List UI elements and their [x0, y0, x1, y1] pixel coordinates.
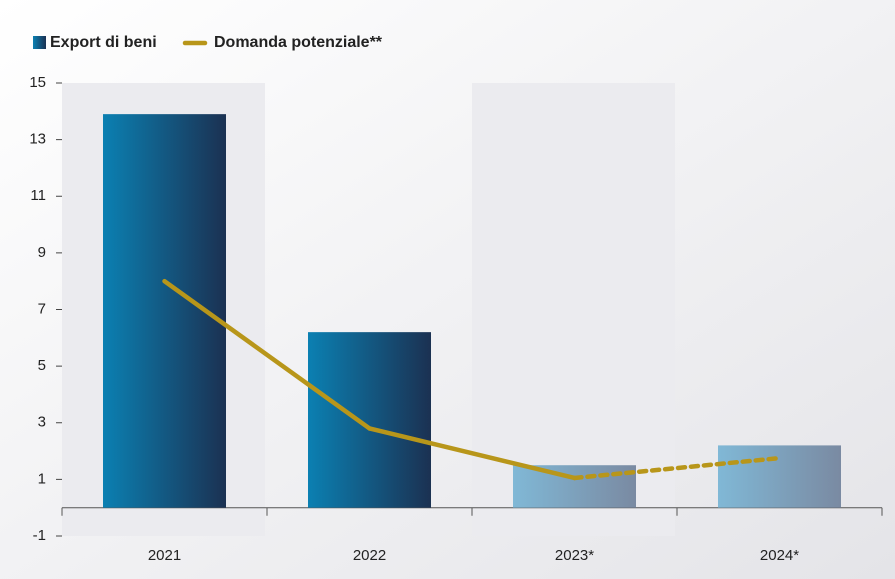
- y-tick-label: 7: [38, 300, 46, 317]
- line-segment: [367, 426, 577, 481]
- y-tick-label: 1: [38, 470, 46, 487]
- y-tick-label: 9: [38, 244, 46, 261]
- legend-label: Domanda potenziale**: [214, 34, 383, 51]
- y-tick-label: 15: [29, 74, 46, 91]
- bar: [308, 332, 431, 508]
- line-segment: [162, 278, 372, 431]
- x-tick-label: 2023*: [555, 547, 594, 564]
- line-segment: [572, 455, 782, 481]
- y-tick-label: -1: [33, 527, 46, 544]
- legend-swatch: [33, 36, 46, 49]
- y-tick-label: 3: [38, 414, 46, 431]
- x-tick-label: 2022: [353, 547, 386, 564]
- bar: [718, 445, 841, 508]
- legend-label: Export di beni: [50, 34, 157, 51]
- y-tick-label: 13: [29, 131, 46, 148]
- y-tick-label: 11: [30, 187, 46, 204]
- y-tick-label: 5: [38, 357, 46, 374]
- x-tick-label: 2024*: [760, 547, 799, 564]
- x-tick-label: 2021: [148, 547, 181, 564]
